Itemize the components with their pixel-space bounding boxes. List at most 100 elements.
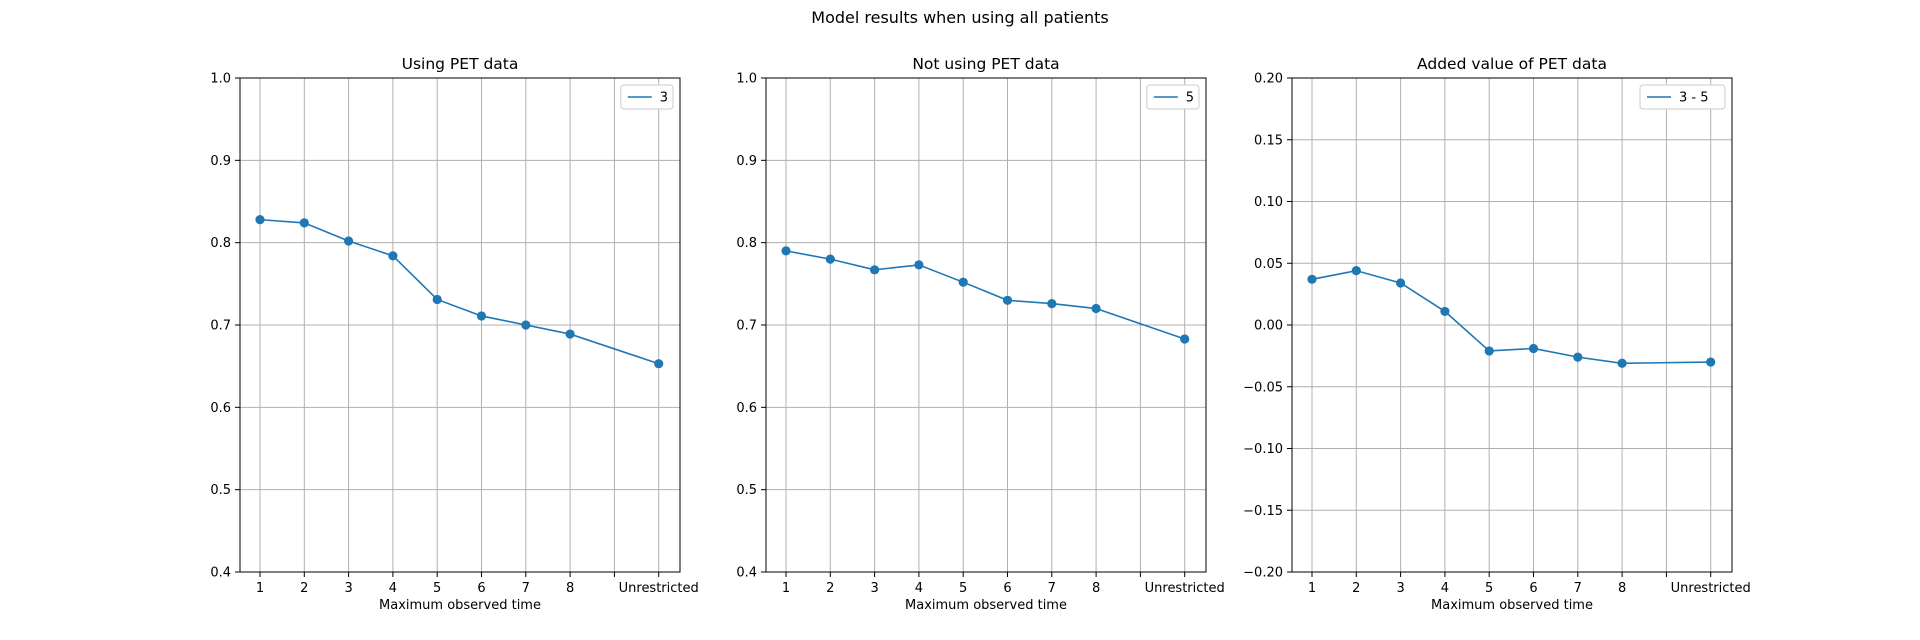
x-tick-label: 5	[1485, 581, 1493, 596]
y-tick-label: 0.4	[210, 566, 231, 581]
y-tick-label: 0.05	[1254, 257, 1283, 272]
data-point	[1307, 274, 1317, 284]
series-line	[1311, 269, 1711, 365]
x-tick-label: 6	[1529, 581, 1537, 596]
x-tick-label: 8	[1618, 581, 1626, 596]
data-point	[1617, 358, 1627, 368]
x-tick-label: 8	[566, 581, 574, 596]
y-tick-label: 1.0	[210, 72, 231, 87]
chart-title: Using PET data	[402, 55, 519, 73]
x-tick-label: 7	[522, 581, 530, 596]
y-tick-label: 0.5	[210, 483, 231, 498]
x-tick-label: 7	[1574, 581, 1582, 596]
series-line	[785, 250, 1185, 340]
x-tick-label: 6	[1003, 581, 1011, 596]
x-tick-label: Unrestricted	[1671, 581, 1751, 596]
data-point	[255, 215, 265, 225]
legend: 3 - 5	[1639, 84, 1726, 110]
x-tick-label: 6	[477, 581, 485, 596]
x-tick-label: 4	[389, 581, 397, 596]
series-line	[259, 218, 659, 365]
data-point	[299, 218, 309, 228]
x-tick-label: 8	[1092, 581, 1100, 596]
figure-title: Model results when using all patients	[811, 8, 1109, 27]
x-tick-label: 4	[1441, 581, 1449, 596]
y-tick-label: 0.6	[736, 401, 757, 416]
data-point	[1002, 295, 1013, 305]
x-tick-label: Unrestricted	[1145, 581, 1225, 596]
legend: 5	[1146, 84, 1200, 110]
x-tick-label: 3	[1396, 581, 1404, 596]
data-point	[1706, 357, 1716, 367]
legend-box	[1639, 84, 1726, 110]
data-point	[1047, 298, 1057, 309]
legend-label: 3	[660, 91, 668, 106]
axes-frame	[239, 77, 681, 573]
x-tick-label: 4	[915, 581, 923, 596]
x-tick-label: 2	[826, 581, 834, 596]
data-point	[870, 265, 880, 275]
data-point	[388, 251, 398, 261]
x-tick-label: 1	[782, 581, 790, 596]
data-point	[958, 277, 968, 287]
legend: 3	[620, 84, 674, 110]
data-point	[1091, 303, 1101, 314]
chart-title: Added value of PET data	[1417, 55, 1607, 73]
y-tick-label: 0.8	[210, 236, 231, 251]
x-axis-label: Maximum observed time	[379, 598, 541, 613]
data-point	[1528, 343, 1539, 354]
x-tick-label: 2	[1352, 581, 1360, 596]
y-tick-label: −0.05	[1243, 380, 1283, 395]
data-point	[1351, 266, 1361, 276]
data-point	[476, 311, 487, 321]
y-tick-label: 0.00	[1254, 319, 1283, 334]
chart-panel-3: −0.20 −0.15 −0.10 −0.05 0.00 0.05 0.10 0.15 0.20…	[1243, 55, 1751, 613]
x-tick-label: 5	[959, 581, 967, 596]
data-point	[1484, 346, 1494, 356]
data-point	[1180, 334, 1190, 344]
y-tick-label: 0.15	[1254, 133, 1283, 148]
data-point	[521, 320, 531, 330]
data-point	[654, 359, 664, 369]
chart-panel-2: 0.4 0.5 0.6 0.7 0.8 0.9 1.0 1 2 3 4 5 6 7 8 Unrestricte…	[736, 55, 1224, 613]
x-tick-label: 3	[344, 581, 352, 596]
data-point	[781, 246, 791, 256]
data-point	[1573, 352, 1583, 362]
y-tick-label: 0.7	[736, 319, 757, 334]
x-tick-label: 5	[433, 581, 441, 596]
x-tick-label: 3	[870, 581, 878, 596]
data-point	[432, 294, 442, 305]
y-tick-label: 0.6	[210, 401, 231, 416]
y-tick-label: 0.9	[210, 154, 231, 169]
x-axis-label: Maximum observed time	[905, 598, 1067, 613]
y-tick-label: 0.10	[1254, 195, 1283, 210]
y-tick-label: 1.0	[736, 72, 757, 87]
data-point	[1396, 278, 1406, 288]
axes-frame	[765, 77, 1207, 573]
y-tick-label: 0.9	[736, 154, 757, 169]
y-tick-label: 0.20	[1254, 72, 1283, 87]
y-tick-label: 0.5	[736, 483, 757, 498]
x-axis-label: Maximum observed time	[1431, 598, 1593, 613]
data-point	[1440, 306, 1450, 317]
y-tick-label: −0.10	[1243, 442, 1283, 457]
legend-label: 3 - 5	[1679, 91, 1709, 106]
y-tick-label: −0.15	[1243, 504, 1283, 519]
data-point	[825, 254, 835, 264]
y-tick-label: 0.7	[210, 319, 231, 334]
data-point	[914, 260, 924, 270]
x-tick-label: 1	[1308, 581, 1316, 596]
x-tick-label: 1	[256, 581, 264, 596]
x-tick-label: 2	[300, 581, 308, 596]
y-tick-label: −0.20	[1243, 566, 1283, 581]
y-tick-label: 0.4	[736, 566, 757, 581]
data-point	[565, 329, 575, 339]
x-tick-label: Unrestricted	[619, 581, 699, 596]
chart-title: Not using PET data	[912, 55, 1059, 73]
legend-label: 5	[1186, 91, 1194, 106]
y-tick-label: 0.8	[736, 236, 757, 251]
data-point	[344, 236, 354, 246]
axes-frame	[1291, 77, 1733, 573]
